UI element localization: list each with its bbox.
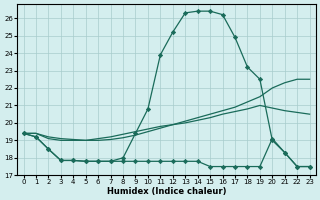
X-axis label: Humidex (Indice chaleur): Humidex (Indice chaleur) bbox=[107, 187, 226, 196]
